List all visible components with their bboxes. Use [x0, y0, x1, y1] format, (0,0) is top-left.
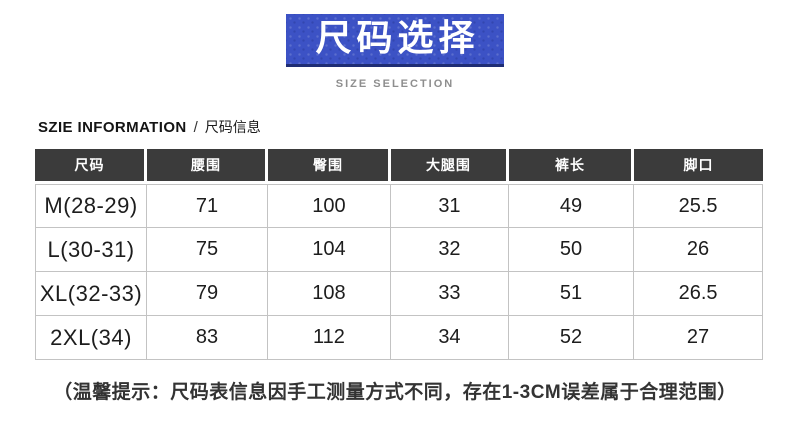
size-cell: 2XL(34) — [35, 316, 148, 360]
size-cell: L(30-31) — [35, 228, 148, 272]
banner: 尺码选择 — [286, 14, 504, 67]
column-header-1: 尺码 — [35, 149, 148, 184]
column-header-2: 腰围 — [147, 149, 268, 184]
measurement-cell: 49 — [508, 184, 635, 228]
table-row: XL(32-33) 79 108 33 51 26.5 — [35, 272, 763, 316]
section-title-en: SZIE INFORMATION — [38, 119, 187, 136]
measurement-cell: 26 — [634, 228, 763, 272]
measurement-cell: 26.5 — [634, 272, 763, 316]
measurement-cell: 71 — [147, 184, 268, 228]
column-header-6: 脚口 — [634, 149, 763, 184]
measurement-cell: 112 — [267, 316, 391, 360]
measurement-cell: 51 — [508, 272, 635, 316]
measurement-cell: 50 — [508, 228, 635, 272]
size-cell: XL(32-33) — [35, 272, 148, 316]
measurement-cell: 83 — [147, 316, 268, 360]
page-title: 尺码选择 — [315, 17, 480, 58]
size-cell: M(28-29) — [35, 184, 148, 228]
measurement-cell: 100 — [267, 184, 391, 228]
column-header-5: 裤长 — [508, 149, 635, 184]
size-chart-page: 尺码选择 SIZE SELECTION SZIE INFORMATION / 尺… — [0, 14, 790, 404]
size-table-body: M(28-29) 71 100 31 49 25.5 L(30-31) 75 104 32 50 26… — [35, 184, 763, 360]
column-header-4: 大腿围 — [390, 149, 509, 184]
measurement-cell: 75 — [147, 228, 268, 272]
measurement-cell: 34 — [390, 316, 509, 360]
measurement-cell: 108 — [267, 272, 391, 316]
measurement-cell: 31 — [390, 184, 509, 228]
measurement-cell: 33 — [390, 272, 509, 316]
size-table-header: 尺码 腰围 臀围 大腿围 裤长 脚口 — [35, 149, 763, 184]
measurement-cell: 32 — [390, 228, 509, 272]
measurement-cell: 27 — [634, 316, 763, 360]
measurement-cell: 79 — [147, 272, 268, 316]
size-table: 尺码 腰围 臀围 大腿围 裤长 脚口 M(28-29) 71 100 31 49 25.5 L(30-… — [35, 149, 763, 360]
page-subtitle: SIZE SELECTION — [335, 78, 455, 90]
header-row: 尺码 腰围 臀围 大腿围 裤长 脚口 — [35, 149, 763, 184]
measurement-cell: 25.5 — [634, 184, 763, 228]
table-row: 2XL(34) 83 112 34 52 27 — [35, 316, 763, 360]
column-header-3: 臀围 — [267, 149, 391, 184]
section-title-cn: 尺码信息 — [204, 119, 261, 135]
measurement-cell: 52 — [508, 316, 635, 360]
section-separator: / — [193, 119, 198, 136]
table-row: L(30-31) 75 104 32 50 26 — [35, 228, 763, 272]
table-row: M(28-29) 71 100 31 49 25.5 — [35, 184, 763, 228]
measurement-note: （温馨提示：尺码表信息因手工测量方式不同，存在1-3CM误差属于合理范围） — [53, 382, 737, 403]
section-heading: SZIE INFORMATION / 尺码信息 — [38, 117, 790, 137]
measurement-cell: 104 — [267, 228, 391, 272]
